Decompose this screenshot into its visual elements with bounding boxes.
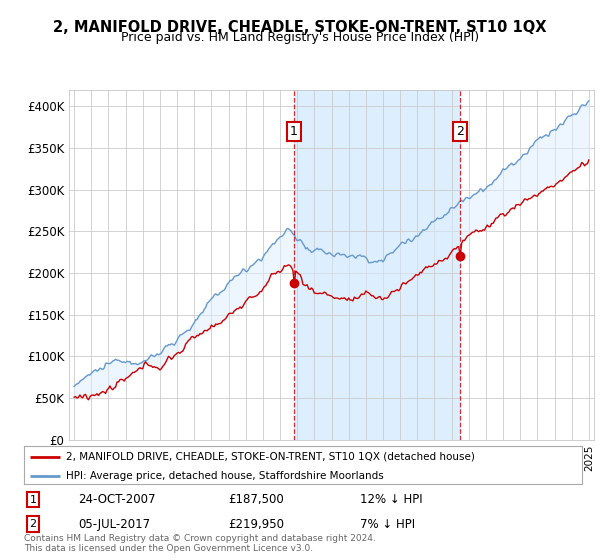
Text: 24-OCT-2007: 24-OCT-2007 (78, 493, 155, 506)
Text: 2: 2 (29, 519, 37, 529)
Text: 2: 2 (457, 125, 464, 138)
Text: HPI: Average price, detached house, Staffordshire Moorlands: HPI: Average price, detached house, Staf… (66, 471, 383, 481)
Text: £219,950: £219,950 (228, 517, 284, 531)
Text: 1: 1 (29, 494, 37, 505)
Text: Contains HM Land Registry data © Crown copyright and database right 2024.
This d: Contains HM Land Registry data © Crown c… (24, 534, 376, 553)
Text: 2, MANIFOLD DRIVE, CHEADLE, STOKE-ON-TRENT, ST10 1QX (detached house): 2, MANIFOLD DRIVE, CHEADLE, STOKE-ON-TRE… (66, 452, 475, 462)
Text: Price paid vs. HM Land Registry's House Price Index (HPI): Price paid vs. HM Land Registry's House … (121, 31, 479, 44)
Text: £187,500: £187,500 (228, 493, 284, 506)
Text: 05-JUL-2017: 05-JUL-2017 (78, 517, 150, 531)
Bar (294, 90, 460, 440)
Text: 2, MANIFOLD DRIVE, CHEADLE, STOKE-ON-TRENT, ST10 1QX: 2, MANIFOLD DRIVE, CHEADLE, STOKE-ON-TRE… (53, 20, 547, 35)
Text: 12% ↓ HPI: 12% ↓ HPI (360, 493, 422, 506)
Text: 1: 1 (290, 125, 298, 138)
Text: 7% ↓ HPI: 7% ↓ HPI (360, 517, 415, 531)
